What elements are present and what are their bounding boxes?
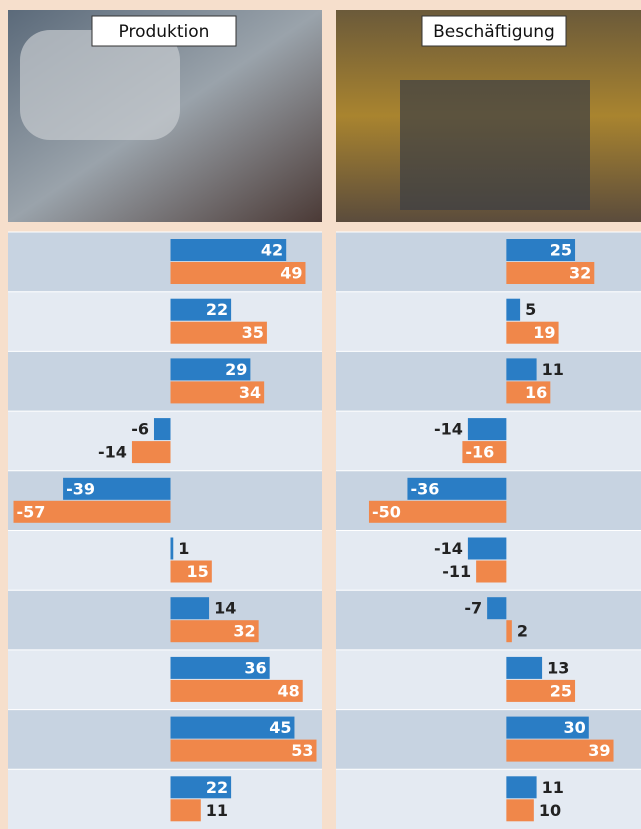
value-label: 34 [239,383,261,402]
value-label: 11 [542,360,564,379]
value-label: 22 [206,300,228,319]
row-band [336,650,641,710]
bar [506,299,520,321]
value-label: 13 [547,658,569,677]
value-label: 29 [225,360,247,379]
value-label: 16 [525,383,547,402]
chart: Produktion Beschäftigung 42 22 29 -6 -39 1 14 3… [0,0,641,829]
row-band [8,292,322,352]
value-label: -36 [410,479,439,498]
value-label: 11 [542,778,564,797]
value-label: -16 [465,443,494,462]
value-label: 42 [261,241,283,260]
row-band [8,590,322,650]
value-label: 48 [277,681,299,700]
bar [468,538,506,560]
value-label: -39 [66,479,95,498]
value-label: 25 [550,241,572,260]
value-label: 15 [187,562,209,581]
bar [171,799,201,821]
value-label: 35 [242,323,264,342]
photo-detail [400,80,590,210]
panel-title: Produktion [119,22,210,42]
row-band [336,351,641,411]
value-label: -50 [372,502,401,521]
value-label: -6 [131,420,149,439]
row-band [8,351,322,411]
value-label: 11 [206,801,228,820]
value-label: -14 [434,420,463,439]
value-label: 39 [588,741,610,760]
bar [132,441,171,463]
bar [476,561,506,583]
value-label: 32 [569,264,591,283]
row-band [336,769,641,829]
value-label: -57 [17,502,46,521]
value-label: 25 [550,681,572,700]
value-label: 49 [280,264,302,283]
bar [506,799,533,821]
bar [506,657,542,679]
value-label: -14 [98,443,127,462]
value-label: 30 [564,718,586,737]
bar [171,597,210,619]
row-band [8,769,322,829]
bar [154,418,171,440]
bar [506,358,536,380]
row-band [8,531,322,591]
value-label: -11 [442,562,471,581]
value-label: 19 [533,323,555,342]
value-label: -7 [464,599,482,618]
value-label: 32 [233,622,255,641]
value-label: 5 [525,300,536,319]
panel-title: Beschäftigung [433,22,555,42]
value-label: -14 [434,539,463,558]
bar [506,776,536,798]
bar [468,418,506,440]
value-label: 45 [269,718,291,737]
bar [487,597,506,619]
value-label: 2 [517,622,528,641]
value-label: 53 [291,741,313,760]
bar [171,538,174,560]
value-label: 10 [539,801,561,820]
value-label: 22 [206,778,228,797]
row-band [336,232,641,292]
value-label: 36 [244,658,266,677]
value-label: 14 [214,599,236,618]
row-band [336,292,641,352]
bar [506,620,511,642]
value-label: 1 [178,539,189,558]
